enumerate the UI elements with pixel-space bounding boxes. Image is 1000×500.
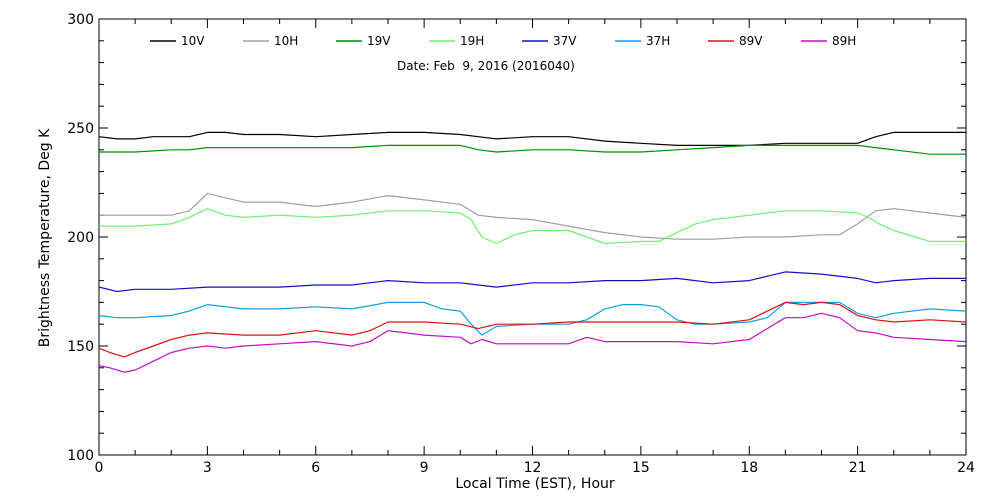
x-tick-label: 6: [311, 460, 320, 476]
legend-label: 10V: [181, 34, 205, 48]
x-tick-label: 3: [203, 460, 212, 476]
x-tick-label: 0: [95, 460, 104, 476]
legend-label: 37V: [553, 34, 577, 48]
series-line-89h: [98, 312, 967, 373]
y-tick-label: 200: [67, 230, 94, 246]
y-axis-ticks: 100 150 200 250 300: [67, 12, 966, 464]
series-line-10v: [98, 131, 966, 146]
x-tick-label: 21: [849, 460, 867, 476]
series-line-19v: [99, 144, 966, 155]
series-line-37h: [98, 301, 967, 336]
y-tick-label: 250: [67, 121, 94, 137]
date-annotation: Date: Feb 9, 2016 (2016040): [397, 59, 575, 73]
series-line-10h: [99, 192, 967, 240]
x-tick-label: 12: [524, 460, 542, 476]
legend-label: 37H: [646, 34, 670, 48]
series-layer: [98, 131, 967, 373]
x-tick-label: 18: [740, 460, 758, 476]
legend-label: 89V: [739, 34, 763, 48]
plot-frame: [98, 18, 967, 456]
y-tick-label: 150: [67, 339, 94, 355]
y-tick-label: 300: [67, 12, 94, 28]
x-tick-label: 15: [632, 460, 650, 476]
legend-label: 19V: [367, 34, 391, 48]
series-line-89v: [98, 301, 967, 358]
series-line-19h: [99, 208, 966, 245]
y-tick-label: 100: [67, 448, 94, 464]
x-tick-label: 24: [957, 460, 975, 476]
legend-label: 19H: [460, 34, 484, 48]
legend-label: 89H: [832, 34, 856, 48]
x-axis-ticks: 0 3 6 9 12 15 18 21 24: [95, 19, 975, 476]
y-axis-title: Brightness Temperature, Deg K: [37, 128, 53, 347]
legend-label: 10H: [274, 34, 298, 48]
x-axis-title: Local Time (EST), Hour: [455, 476, 615, 492]
x-tick-label: 9: [420, 460, 429, 476]
series-line-37v: [98, 271, 966, 293]
legend: 10V 10H 19V 19H 37V 37H 89V 89H: [150, 34, 856, 48]
